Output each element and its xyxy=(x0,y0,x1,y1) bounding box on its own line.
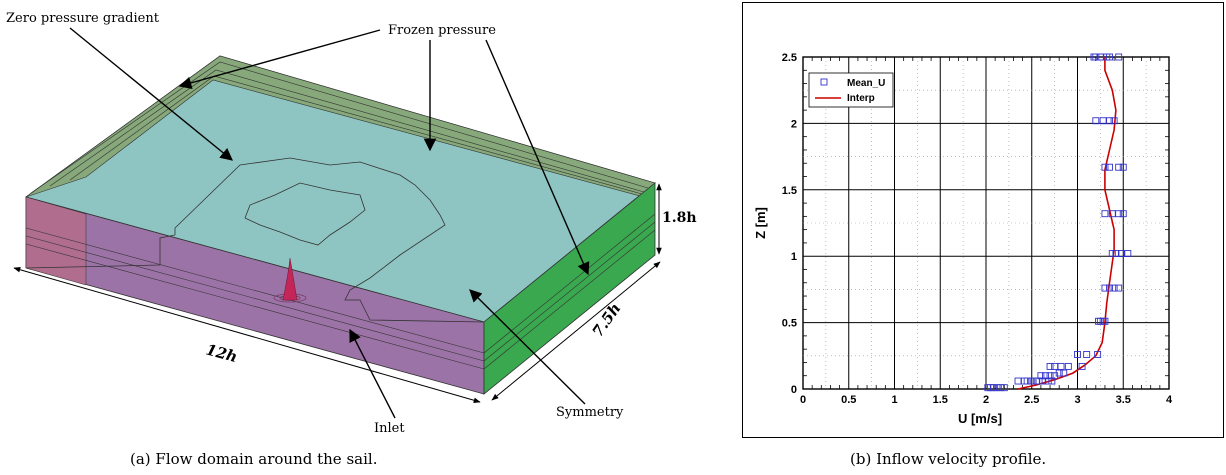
x-tick-label: 0.5 xyxy=(841,394,856,406)
mean-u-marker xyxy=(1101,210,1109,218)
label-zero-pressure-gradient: Zero pressure gradient xyxy=(6,11,160,26)
mean-u-marker xyxy=(1092,117,1100,125)
mean-u-marker xyxy=(1057,362,1065,370)
mean-u-marker xyxy=(1037,372,1045,380)
caption-a: (a) Flow domain around the sail. xyxy=(130,450,378,468)
mean-u-marker xyxy=(1046,362,1054,370)
mean-u-marker xyxy=(1115,210,1123,218)
mean-u-marker xyxy=(997,384,1005,392)
mean-u-marker xyxy=(1110,117,1118,125)
mean-u-marker xyxy=(1101,163,1109,171)
mean-u-marker xyxy=(1108,250,1116,257)
mean-u-marker xyxy=(1115,53,1123,61)
x-tick-label: 3 xyxy=(1074,394,1080,406)
mean-u-marker xyxy=(1039,377,1047,385)
mean-u-marker xyxy=(1106,163,1113,171)
arrow-frozen-left xyxy=(178,29,381,90)
x-tick-label: 3.5 xyxy=(1116,394,1131,406)
x-tick-label: 2 xyxy=(983,394,989,406)
mean-u-marker xyxy=(1106,117,1113,125)
legend-mean-u-label: Mean_U xyxy=(847,78,885,89)
mean-u-marker xyxy=(1074,351,1081,358)
mean-u-marker xyxy=(1055,369,1063,377)
mean-u-marker xyxy=(1115,163,1123,171)
dim-width xyxy=(491,261,661,401)
x-tick-label: 0 xyxy=(800,394,806,406)
mean-u-marker xyxy=(1119,210,1127,218)
mean-u-marker xyxy=(1078,362,1086,370)
y-tick-label: 1 xyxy=(791,251,797,263)
x-tick-label: 2.5 xyxy=(1024,394,1039,406)
mean-u-marker xyxy=(1095,317,1102,325)
mean-u-marker xyxy=(1044,377,1052,385)
x-tick-label: 4 xyxy=(1166,394,1173,406)
label-height: 1.8h xyxy=(662,210,697,226)
mean-u-marker xyxy=(1124,250,1132,257)
flow-domain-figure: Zero pressure gradient Frozen pressure 1… xyxy=(6,11,697,436)
mean-u-marker xyxy=(1035,377,1043,385)
mean-u-marker xyxy=(1028,377,1036,385)
x-tick-label: 1.5 xyxy=(933,394,948,406)
mean-u-marker xyxy=(1101,284,1109,292)
y-axis-label: Z [m] xyxy=(753,207,768,239)
mean-u-marker xyxy=(1110,284,1118,292)
refinement-inner xyxy=(244,182,366,246)
dim-length xyxy=(13,267,481,403)
mean-u-marker xyxy=(1060,369,1068,377)
mean-u-marker xyxy=(1048,377,1056,385)
caption-b: (b) Inflow velocity profile. xyxy=(850,450,1047,468)
mean-u-marker xyxy=(1094,351,1102,358)
velocity-profile-chart: 0 0.5 1 1.5 2 2.5 3 3.5 4 0 0.5 1 1.5 2 2.5 Mean_U Inte… xyxy=(753,52,1173,426)
label-length: 12h xyxy=(204,340,239,366)
velocity-profile-frame: 0 0.5 1 1.5 2 2.5 3 3.5 4 0 0.5 1 1.5 2 2.5 Mean_U Inte… xyxy=(742,2,1224,438)
mean-u-marker xyxy=(1096,53,1104,61)
mean-u-marker xyxy=(989,384,997,392)
mean-u-marker xyxy=(1000,384,1008,392)
mean-u-marker xyxy=(1106,53,1113,61)
mean-u-marker xyxy=(1119,163,1127,171)
mean-u-marker xyxy=(1112,250,1120,257)
mean-u-marker xyxy=(1083,351,1091,358)
arrow-frozen-side xyxy=(485,39,590,276)
arrow-zero-gradient xyxy=(69,27,233,161)
mean-u-marker xyxy=(1106,284,1113,292)
mean-u-marker xyxy=(1046,372,1054,380)
legend-mean-u-marker xyxy=(820,78,828,86)
label-inlet: Inlet xyxy=(374,421,405,436)
y-tick-label: 0.5 xyxy=(782,318,797,330)
x-axis-label: U [m/s] xyxy=(958,411,1002,426)
mean-u-marker xyxy=(1115,284,1123,292)
y-tick-label: 2 xyxy=(791,118,797,130)
mean-u-marker xyxy=(993,384,1001,392)
legend-interp-label: Interp xyxy=(847,93,875,104)
mean-u-marker xyxy=(1064,362,1072,370)
label-frozen-pressure: Frozen pressure xyxy=(388,23,496,38)
mean-u-marker xyxy=(1023,377,1031,385)
y-tick-label: 1.5 xyxy=(782,185,797,197)
y-tick-label: 0 xyxy=(791,384,797,396)
x-tick-label: 1 xyxy=(891,394,897,406)
label-symmetry: Symmetry xyxy=(556,405,624,420)
mean-u-marker xyxy=(1092,53,1100,61)
y-tick-label: 2.5 xyxy=(782,52,797,64)
